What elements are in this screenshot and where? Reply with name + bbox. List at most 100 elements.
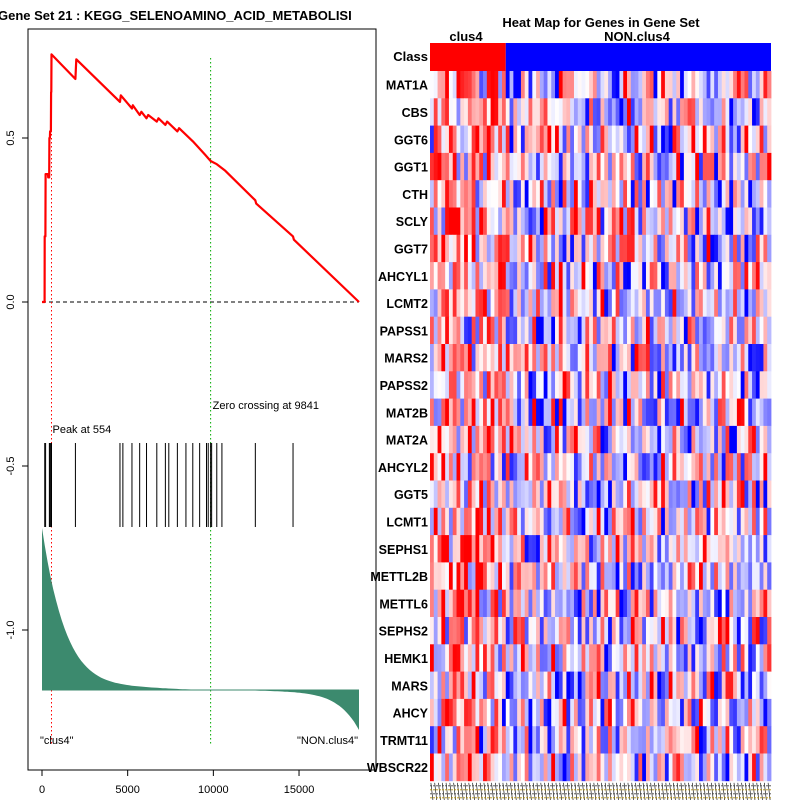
- heatmap-cell: [445, 316, 450, 345]
- heatmap-cell: [702, 698, 707, 727]
- heatmap-cell: [592, 617, 598, 645]
- heatmap-cell: [501, 207, 507, 236]
- gene-label: GGT7: [394, 243, 428, 257]
- heatmap-cell: [596, 425, 601, 454]
- heatmap-cell: [725, 98, 730, 126]
- heatmap-cell: [464, 289, 469, 318]
- heatmap-cell: [676, 289, 681, 318]
- column-label-mark: [726, 782, 729, 800]
- heatmap-cell: [448, 207, 454, 236]
- x-tick-label: 5000: [115, 784, 139, 796]
- heatmap-cell: [592, 644, 598, 672]
- heatmap-cell: [479, 425, 484, 454]
- heatmap-cell: [630, 180, 635, 208]
- heatmap-cell: [437, 453, 442, 481]
- heatmap-cell: [566, 152, 571, 181]
- heatmap-cell: [638, 726, 643, 754]
- heatmap-cell: [710, 234, 715, 263]
- heatmap-cell: [501, 535, 507, 563]
- peak-label: Peak at 554: [52, 424, 111, 436]
- heatmap-cell: [452, 535, 457, 563]
- heatmap-cell: [702, 98, 707, 126]
- heatmap-cell: [452, 644, 457, 672]
- heatmap-cell: [661, 289, 666, 318]
- heatmap-cell: [683, 98, 689, 126]
- heatmap-cell: [611, 644, 617, 672]
- heatmap-cell: [725, 507, 730, 536]
- heatmap-cell: [558, 207, 564, 236]
- heatmap-cell: [611, 617, 617, 645]
- heatmap-cell: [509, 371, 514, 399]
- heatmap-cell: [448, 262, 454, 290]
- heatmap-cell: [513, 753, 518, 782]
- heatmap-cell: [505, 753, 510, 782]
- heatmap-cell: [486, 589, 492, 618]
- heatmap-cell: [479, 234, 484, 263]
- heatmap-cell: [680, 562, 685, 591]
- heatmap-cell: [517, 207, 522, 236]
- heatmap-cell: [714, 316, 719, 345]
- heatmap-cell: [725, 698, 730, 727]
- heatmap-cell: [464, 617, 469, 645]
- heatmap-cell: [714, 425, 719, 454]
- heatmap-cell: [577, 371, 582, 399]
- heatmap-cell: [699, 316, 704, 345]
- heatmap-cell: [657, 535, 662, 563]
- heatmap-cell: [539, 180, 545, 208]
- heatmap-cell: [748, 698, 753, 727]
- heatmap-cell: [683, 453, 689, 481]
- heatmap-cell: [725, 644, 730, 672]
- heatmap-cell: [630, 316, 635, 345]
- heatmap-cell: [604, 753, 609, 782]
- heatmap-cell: [441, 152, 446, 181]
- heatmap-cell: [619, 125, 624, 154]
- heatmap-cell: [680, 316, 685, 345]
- heatmap-cell: [539, 644, 545, 672]
- heatmap-cell: [615, 507, 620, 536]
- heatmap-cell: [604, 71, 609, 99]
- heatmap-cell: [547, 152, 552, 181]
- heatmap-cell: [645, 344, 651, 372]
- heatmap-cell: [562, 425, 567, 454]
- heatmap-cell: [479, 289, 484, 318]
- heatmap-cell: [645, 644, 651, 672]
- heatmap-cell: [577, 671, 582, 700]
- heatmap-cell: [634, 98, 639, 126]
- heatmap-cell: [475, 453, 480, 481]
- heatmap-cell: [706, 371, 711, 399]
- heatmap-cell: [464, 180, 469, 208]
- heatmap-cell: [623, 589, 628, 618]
- heatmap-cell: [467, 289, 473, 318]
- heatmap-cell: [441, 753, 446, 782]
- heatmap-cell: [619, 589, 624, 618]
- heatmap-cell: [547, 398, 552, 427]
- heatmap-cell: [638, 180, 643, 208]
- heatmap-cell: [562, 644, 567, 672]
- heatmap-cell: [649, 507, 654, 536]
- heatmap-cell: [759, 644, 764, 672]
- heatmap-cell: [668, 207, 673, 236]
- heatmap-cell: [483, 371, 488, 399]
- heatmap-cell: [486, 344, 492, 372]
- heatmap-cell: [714, 234, 719, 263]
- heatmap-cell: [437, 671, 442, 700]
- heatmap-cell: [437, 617, 442, 645]
- heatmap-cell: [634, 671, 639, 700]
- gene-label: METTL6: [379, 597, 428, 611]
- heatmap-cell: [687, 753, 692, 782]
- heatmap-cell: [539, 453, 545, 481]
- heatmap-cell: [763, 71, 768, 99]
- heatmap-cell: [475, 562, 480, 591]
- heatmap-cell: [672, 698, 677, 727]
- heatmap-cell: [672, 589, 677, 618]
- heatmap-cell: [653, 125, 658, 154]
- heatmap-cell: [763, 371, 768, 399]
- heatmap-cell: [661, 98, 666, 126]
- heatmap-cell: [608, 562, 613, 591]
- heatmap-cell: [748, 262, 753, 290]
- heatmap-cell: [604, 535, 609, 563]
- heatmap-cell: [520, 507, 526, 536]
- heatmap-cell: [736, 425, 742, 454]
- heatmap-cell: [627, 289, 632, 318]
- heatmap-cell: [562, 507, 567, 536]
